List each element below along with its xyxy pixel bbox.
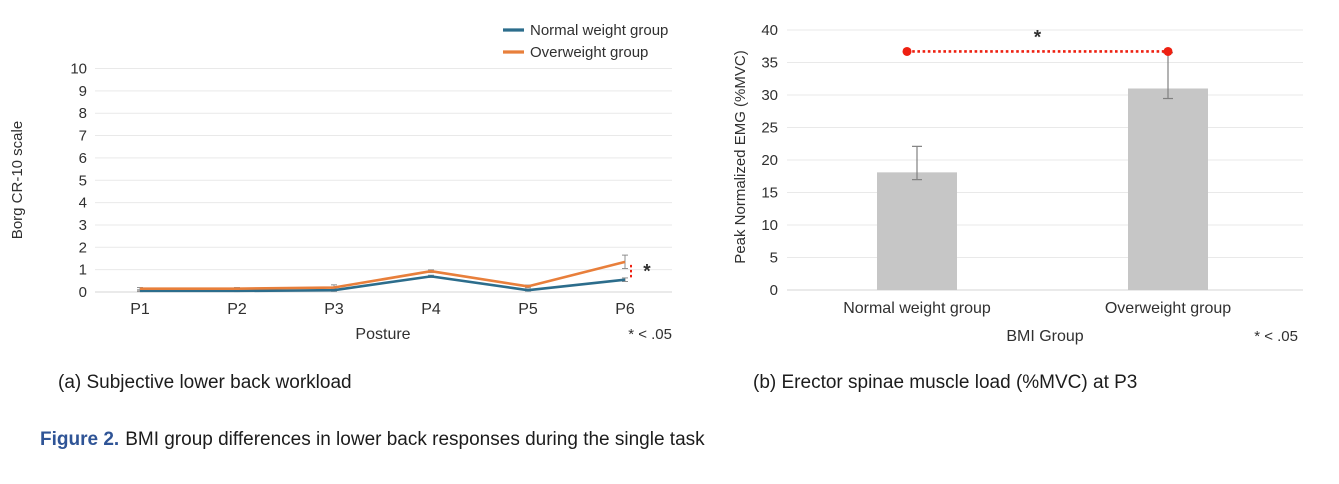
bar [877,172,957,290]
legend-label: Normal weight group [530,22,668,39]
y-tick-label: 6 [79,150,87,167]
x-tick-label: P3 [324,301,344,318]
grid-b: 0 5 10 15 20 25 30 35 40 [761,22,1303,299]
x-axis-title: Posture [355,326,410,343]
significance-asterisk: * [1034,27,1042,48]
y-tick-label: 20 [761,152,778,169]
grid-a: 0 1 2 3 4 5 6 7 8 9 10 [70,61,672,301]
significance-asterisk: * [643,261,651,282]
x-tick-label: P5 [518,301,538,318]
bar-chart-svg: 0 5 10 15 20 25 30 35 40 Peak Normalized EMG (%MV… [732,22,1303,345]
significance-note: * < .05 [628,326,672,343]
error-bars [137,254,628,291]
x-tick-label: Normal weight group [843,300,991,317]
significance-marker: * [902,27,1173,56]
figure-caption: Figure 2. BMI group differences in lower … [40,429,705,451]
series-line [140,260,626,290]
x-tick-label: P2 [227,301,247,318]
line-chart-subjective-workload: 0 1 2 3 4 5 6 7 8 9 10 Borg CR-10 scale P1 P2 P3 P4 P5 P6… [0,0,690,355]
y-tick-label: 25 [761,120,778,137]
y-tick-label: 8 [79,105,87,122]
significance-marker: * [630,261,651,282]
figure-caption-text: BMI group differences in lower back resp… [125,429,705,450]
significance-note: * < .05 [1254,328,1298,345]
y-axis-title: Peak Normalized EMG (%MVC) [732,50,749,263]
y-tick-label: 5 [79,172,87,189]
y-tick-label: 0 [79,284,87,301]
y-tick-label: 3 [79,217,87,234]
error-bar [912,145,922,181]
series-line [140,275,626,293]
panel-a-caption: (a) Subjective lower back workload [58,372,352,393]
x-tick-label: P6 [615,301,635,318]
legend-label: Overweight group [530,44,648,61]
y-tick-label: 15 [761,185,778,202]
y-tick-label: 10 [761,217,778,234]
y-tick-label: 35 [761,55,778,72]
y-tick-label: 30 [761,87,778,104]
x-tick-label: Overweight group [1105,300,1231,317]
y-tick-label: 1 [79,262,87,279]
y-tick-label: 0 [770,282,778,299]
bar-chart-emg: 0 5 10 15 20 25 30 35 40 Peak Normalized EMG (%MV… [690,0,1339,355]
y-axis-title: Borg CR-10 scale [9,121,26,239]
bar [1128,88,1208,290]
x-tick-label: P4 [421,301,441,318]
legend: Normal weight group Overweight group [503,22,668,61]
figure-label: Figure 2. [40,429,120,450]
panel-b-caption: (b) Erector spinae muscle load (%MVC) at… [753,372,1138,393]
y-tick-label: 40 [761,22,778,39]
line-chart-svg: 0 1 2 3 4 5 6 7 8 9 10 Borg CR-10 scale P1 P2 P3 P4 P5 P6… [9,22,672,343]
y-tick-label: 2 [79,239,87,256]
y-tick-label: 4 [79,195,87,212]
y-tick-label: 10 [70,61,87,78]
x-axis-title: BMI Group [1006,328,1083,345]
y-tick-label: 9 [79,83,87,100]
x-tick-label: P1 [130,301,150,318]
y-tick-label: 7 [79,128,87,145]
y-tick-label: 5 [770,250,778,267]
